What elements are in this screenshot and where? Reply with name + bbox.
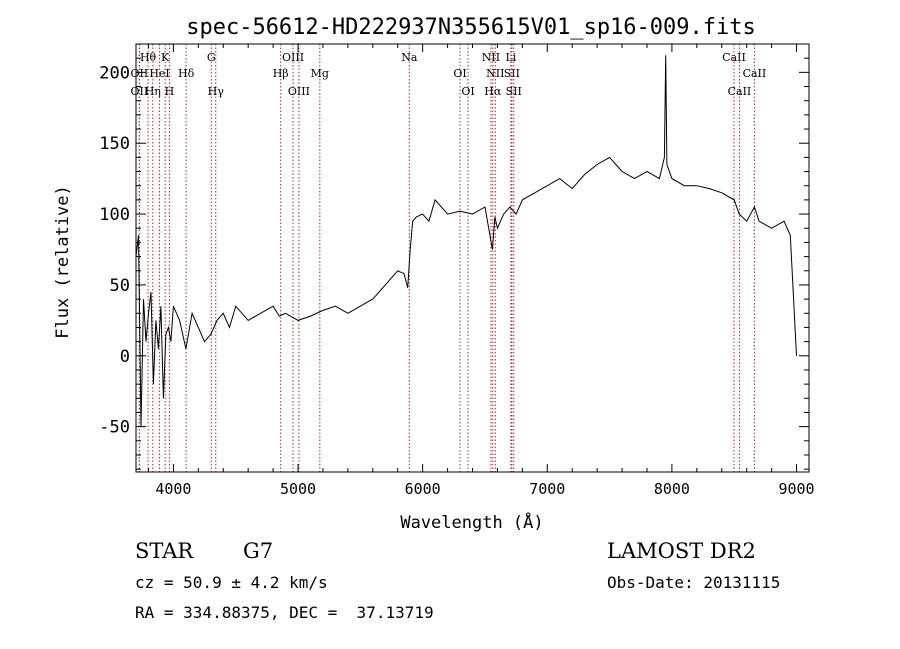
redshift-cz: cz = 50.9 ± 4.2 km/s bbox=[135, 573, 328, 592]
line-marker-label: CaII bbox=[728, 85, 752, 98]
line-marker-label: OIII bbox=[282, 51, 304, 64]
x-tick-label: 4000 bbox=[155, 480, 191, 498]
line-marker-label: SII bbox=[504, 67, 520, 80]
line-marker-label: Hδ bbox=[178, 67, 195, 80]
line-marker-label: CaII bbox=[722, 51, 746, 64]
x-tick-label: 9000 bbox=[778, 480, 814, 498]
line-marker-label: Li bbox=[505, 51, 516, 64]
x-tick-label: 7000 bbox=[529, 480, 565, 498]
y-tick-label: 100 bbox=[99, 205, 130, 225]
line-marker-label: OII bbox=[131, 85, 149, 98]
plot-frame bbox=[135, 43, 810, 473]
x-tick-label: 5000 bbox=[280, 480, 316, 498]
x-axis-label: Wavelength (Å) bbox=[400, 511, 543, 533]
line-marker-label: NII bbox=[482, 51, 500, 64]
y-tick-label: 150 bbox=[99, 134, 130, 154]
y-tick-label: 50 bbox=[110, 276, 130, 296]
coordinates: RA = 334.88375, DEC = 37.13719 bbox=[135, 603, 434, 622]
line-marker-label: Hβ bbox=[273, 67, 289, 80]
chart-title: spec-56612-HD222937N355615V01_sp16-009.f… bbox=[186, 15, 756, 40]
y-axis-label: Flux (relative) bbox=[53, 185, 73, 339]
x-tick-label: 6000 bbox=[405, 480, 441, 498]
line-marker-label: HeI bbox=[149, 67, 169, 80]
line-marker-label: CaII bbox=[743, 67, 767, 80]
survey-name: LAMOST DR2 bbox=[607, 539, 756, 563]
line-marker-label: OI bbox=[453, 67, 466, 80]
line-marker-label: OIII bbox=[288, 85, 310, 98]
object-type: STAR bbox=[135, 539, 194, 563]
line-marker-label: K bbox=[161, 51, 170, 64]
y-tick-label: -50 bbox=[99, 418, 130, 438]
x-tick-label: 8000 bbox=[654, 480, 690, 498]
line-marker-label: Hγ bbox=[208, 85, 225, 98]
line-marker-label: Hθ bbox=[140, 51, 157, 64]
line-marker-label: OI bbox=[461, 85, 474, 98]
spectrum-line bbox=[135, 55, 797, 427]
y-axis-ticks: -50 0 50 100 150 200 bbox=[99, 43, 809, 470]
line-marker-label: Na bbox=[401, 51, 418, 64]
subclass: G7 bbox=[243, 539, 274, 563]
line-marker-label: NII bbox=[486, 67, 504, 80]
line-marker-label: SII bbox=[506, 85, 522, 98]
line-marker-label: G bbox=[207, 51, 216, 64]
line-marker-label: Hη bbox=[145, 85, 161, 98]
line-marker-label: H bbox=[165, 85, 175, 98]
y-tick-label: 200 bbox=[99, 63, 130, 83]
obs-date: Obs-Date: 20131115 bbox=[607, 573, 781, 592]
line-marker-label: Hα bbox=[484, 85, 502, 98]
line-marker-label: Mg bbox=[311, 67, 329, 80]
x-axis-ticks: 4000 5000 6000 7000 8000 9000 bbox=[147, 44, 815, 498]
y-tick-label: 0 bbox=[120, 347, 130, 367]
